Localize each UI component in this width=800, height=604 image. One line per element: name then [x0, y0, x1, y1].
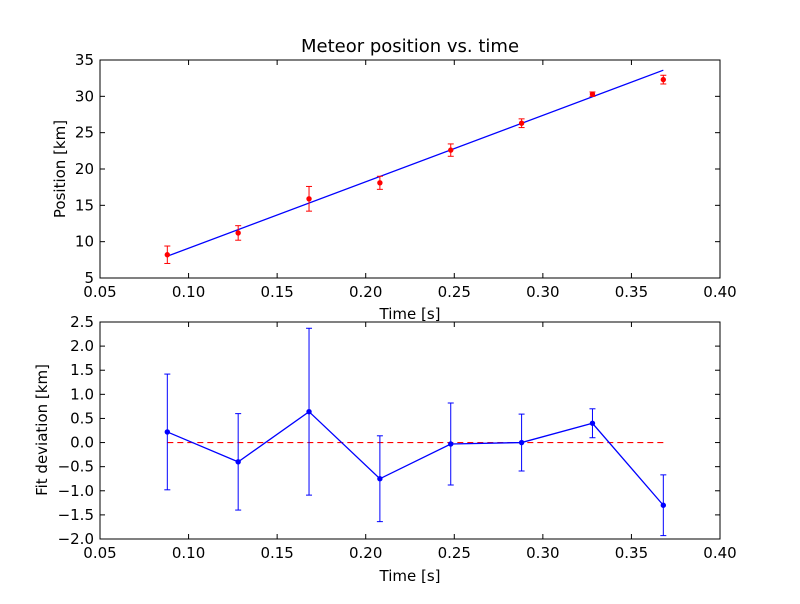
data-point [589, 91, 596, 97]
y-tick-label: 30 [75, 87, 94, 105]
y-tick-label: −2.0 [58, 530, 94, 548]
data-point [589, 420, 596, 426]
deviation-panel: Time [s] Fit deviation [km] 0.05 0.10 0.15… [33, 313, 737, 585]
x-tick-label: 0.25 [438, 544, 471, 562]
x-tick-label: 0.05 [83, 283, 116, 301]
plot-frame [99, 321, 721, 540]
x-tick-label: 0.20 [349, 283, 382, 301]
data-point [518, 120, 525, 126]
y-tick-label: 0.5 [70, 409, 94, 427]
x-tick-label: 0.30 [526, 544, 559, 562]
data-point [235, 459, 241, 465]
x-axis-label: Time [s] [379, 567, 441, 585]
fit-line [167, 69, 664, 257]
y-tick-label: −1.5 [58, 506, 94, 524]
y-tick-label: 20 [75, 160, 94, 178]
x-tick-label: 0.35 [615, 544, 648, 562]
data-point [377, 476, 383, 482]
x-tick-label: 0.10 [172, 283, 205, 301]
y-tick-label: 1.5 [70, 361, 94, 379]
x-tick-label: 0.15 [260, 283, 293, 301]
x-axis-label: Time [s] [379, 305, 441, 323]
deviation-series-line [167, 410, 664, 506]
data-point [377, 180, 383, 186]
y-tick-label: 2.5 [70, 313, 94, 331]
data-point [518, 439, 525, 446]
data-point [235, 230, 241, 236]
data-point [660, 502, 667, 508]
x-tick-label: 0.05 [83, 544, 116, 562]
x-tick-label: 0.25 [438, 283, 471, 301]
y-tick-label: −1.0 [58, 482, 94, 500]
data-point [306, 196, 312, 202]
y-tick-label: 10 [75, 233, 94, 251]
data-point [448, 147, 454, 153]
y-tick-label: 0.0 [70, 434, 94, 452]
x-tick-label: 0.35 [615, 283, 648, 301]
x-tick-label: 0.20 [349, 544, 382, 562]
data-point [448, 441, 454, 447]
data-point [660, 76, 667, 83]
y-tick-label: 15 [75, 196, 94, 214]
data-point [306, 408, 312, 415]
data-point [164, 429, 171, 435]
x-tick-label: 0.40 [703, 283, 736, 301]
y-tick-label: 1.0 [70, 385, 94, 403]
y-axis-label: Position [km] [51, 120, 69, 218]
y-tick-label: −0.5 [58, 458, 94, 476]
plot-frame [99, 59, 721, 279]
y-axis-label: Fit deviation [km] [33, 364, 51, 496]
x-tick-label: 0.30 [526, 283, 559, 301]
y-tick-label: 35 [75, 51, 94, 69]
x-tick-label: 0.15 [260, 544, 293, 562]
y-tick-label: 2.0 [70, 337, 94, 355]
data-point [164, 252, 171, 258]
y-tick-label: 25 [75, 124, 94, 142]
position-panel: Meteor position vs. time Time [s] Positi… [51, 36, 737, 323]
y-tick-label: 5 [84, 269, 94, 287]
x-tick-label: 0.10 [172, 544, 205, 562]
x-tick-label: 0.40 [703, 544, 736, 562]
chart-title: Meteor position vs. time [301, 36, 519, 57]
